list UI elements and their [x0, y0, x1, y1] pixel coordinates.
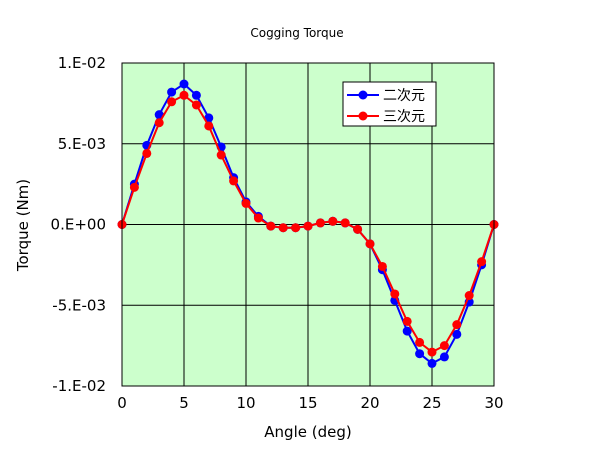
data-point-series-2 — [129, 182, 139, 192]
data-point-series-2 — [353, 224, 363, 234]
data-point-series-2 — [365, 239, 375, 249]
data-point-series-1 — [191, 90, 201, 100]
data-point-series-2 — [216, 150, 226, 160]
data-point-series-1 — [452, 329, 462, 339]
tick-labels: 0 5 10 15 20 25 30 1.E-02 5.E-03 0.E+00 -5.E-03 -1.… — [51, 54, 504, 412]
data-point-series-2 — [266, 221, 276, 231]
legend-label-series-1: 二次元 — [383, 88, 425, 104]
series-2 — [117, 90, 499, 357]
series-layer — [117, 79, 499, 368]
data-point-series-2 — [191, 100, 201, 110]
data-point-series-2 — [415, 337, 425, 347]
data-point-series-1 — [167, 87, 177, 97]
legend-marker-series-1 — [358, 90, 368, 100]
y-axis-label: Torque (Nm) — [14, 179, 32, 272]
data-point-series-2 — [402, 316, 412, 326]
data-point-series-2 — [253, 213, 263, 223]
legend: 二次元 三次元 — [342, 81, 437, 127]
data-point-series-1 — [204, 113, 214, 123]
data-point-series-2 — [278, 223, 288, 233]
data-point-series-2 — [167, 97, 177, 107]
data-point-series-2 — [204, 121, 214, 131]
data-point-series-2 — [427, 347, 437, 357]
x-tick-label: 15 — [298, 394, 317, 412]
data-point-series-2 — [452, 320, 462, 330]
data-point-series-2 — [142, 148, 152, 158]
data-point-series-2 — [477, 257, 487, 267]
y-tick-label: 5.E-03 — [58, 135, 106, 153]
legend-marker-series-2 — [358, 111, 368, 121]
data-point-series-1 — [415, 349, 425, 359]
data-point-series-2 — [464, 291, 474, 301]
legend-label-series-2: 三次元 — [383, 109, 425, 125]
data-point-series-2 — [439, 341, 449, 351]
chart-title: Cogging Torque — [250, 26, 343, 40]
data-point-series-2 — [241, 199, 251, 209]
x-tick-label: 20 — [360, 394, 379, 412]
data-point-series-2 — [154, 118, 164, 128]
y-tick-label: 0.E+00 — [51, 216, 106, 234]
x-tick-label: 25 — [422, 394, 441, 412]
data-point-series-2 — [390, 289, 400, 299]
data-point-series-2 — [328, 216, 338, 226]
data-point-series-2 — [229, 176, 239, 186]
x-tick-label: 30 — [484, 394, 503, 412]
x-tick-label: 0 — [117, 394, 127, 412]
y-tick-label: -5.E-03 — [52, 296, 106, 314]
x-axis-label: Angle (deg) — [264, 423, 351, 441]
data-point-series-1 — [154, 110, 164, 120]
data-point-series-1 — [402, 326, 412, 336]
data-point-series-1 — [439, 352, 449, 362]
data-point-series-1 — [179, 79, 189, 89]
data-point-series-2 — [303, 221, 313, 231]
data-point-series-2 — [340, 218, 350, 228]
x-tick-label: 10 — [236, 394, 255, 412]
y-tick-label: 1.E-02 — [58, 54, 106, 72]
x-tick-label: 5 — [179, 394, 189, 412]
data-point-series-2 — [179, 90, 189, 100]
plot-border — [121, 62, 495, 387]
data-point-series-2 — [315, 218, 325, 228]
data-point-series-1 — [427, 358, 437, 368]
data-point-series-2 — [377, 261, 387, 271]
y-tick-label: -1.E-02 — [52, 377, 106, 395]
data-point-series-2 — [291, 223, 301, 233]
legend-box — [342, 81, 437, 127]
